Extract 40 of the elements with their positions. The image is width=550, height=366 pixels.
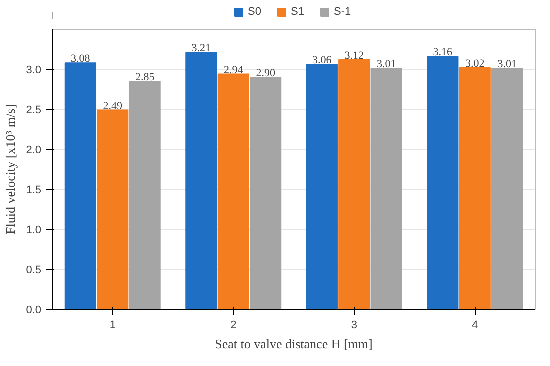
legend-label: S1 bbox=[291, 6, 306, 18]
data-label: 3.02 bbox=[466, 58, 485, 70]
x-tick-label: 1 bbox=[110, 320, 116, 332]
legend-label: S-1 bbox=[334, 6, 352, 18]
data-label: 3.01 bbox=[498, 58, 517, 71]
bar bbox=[129, 81, 161, 310]
y-tick-label: 1.0 bbox=[26, 224, 42, 236]
bar bbox=[338, 59, 370, 310]
data-label: 2.94 bbox=[224, 64, 244, 76]
bar bbox=[492, 68, 524, 310]
data-label: 2.90 bbox=[256, 68, 276, 80]
x-axis-title: Seat to valve distance H [mm] bbox=[215, 336, 373, 352]
data-label: 2.49 bbox=[103, 100, 123, 112]
y-tick-label: 1.5 bbox=[26, 184, 42, 196]
bar bbox=[370, 68, 402, 310]
x-tick-label: 2 bbox=[230, 320, 237, 332]
bar bbox=[427, 56, 459, 310]
y-tick-label: 2.0 bbox=[26, 144, 42, 156]
y-tick-label: 0.5 bbox=[26, 264, 42, 276]
data-label: 3.16 bbox=[433, 46, 454, 59]
data-label: 3.12 bbox=[344, 50, 364, 62]
y-tick-label: 2.5 bbox=[26, 104, 42, 116]
data-label: 3.06 bbox=[312, 54, 332, 67]
x-tick-label: 3 bbox=[351, 320, 358, 332]
legend-label: S0 bbox=[248, 6, 262, 18]
bar bbox=[459, 67, 491, 310]
data-label: 2.85 bbox=[135, 72, 156, 84]
x-tick-label: 4 bbox=[472, 320, 478, 332]
bar bbox=[97, 110, 129, 310]
y-tick-label: 3.0 bbox=[26, 64, 42, 76]
y-axis-title: Fluid velocity [x10³ m/s] bbox=[3, 104, 18, 234]
bar bbox=[186, 52, 218, 310]
bar bbox=[64, 62, 96, 310]
bar bbox=[250, 77, 282, 310]
data-label: 3.01 bbox=[376, 58, 396, 71]
y-tick-label: 0.0 bbox=[26, 304, 42, 316]
bar bbox=[218, 74, 250, 310]
data-label: 3.21 bbox=[192, 42, 212, 55]
bar bbox=[306, 64, 338, 310]
data-label: 3.08 bbox=[71, 53, 91, 66]
